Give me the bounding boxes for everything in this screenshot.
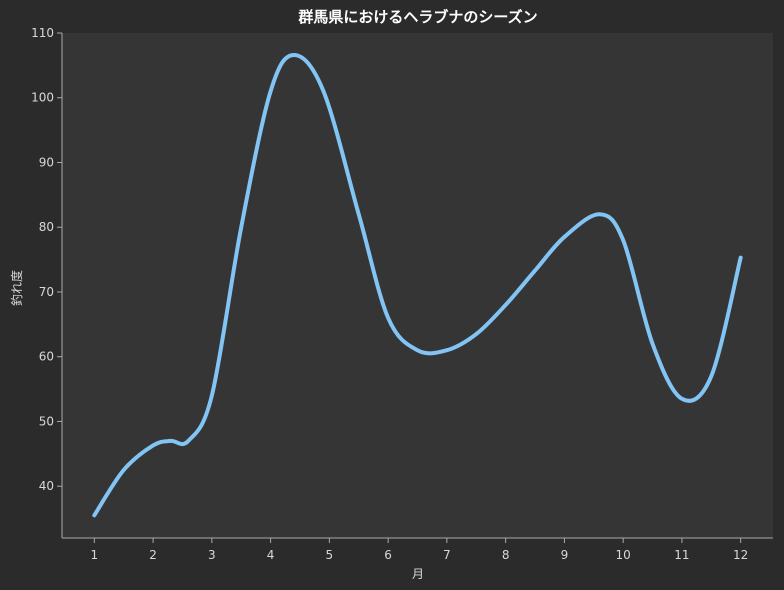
- y-tick-label: 80: [39, 220, 54, 234]
- y-axis-label: 釣れ度: [9, 270, 24, 306]
- series-line: [92, 53, 743, 518]
- x-tick-label: 3: [208, 548, 216, 562]
- y-tick-label: 100: [31, 91, 54, 105]
- x-tick-label: 8: [502, 548, 510, 562]
- chart-title: 群馬県におけるヘラブナのシーズン: [298, 8, 537, 26]
- y-tick-label: 90: [39, 155, 54, 169]
- y-tick-label: 60: [39, 350, 54, 364]
- x-tick-label: 2: [149, 548, 157, 562]
- y-tick-label: 40: [39, 479, 54, 493]
- y-tick-label: 110: [31, 26, 54, 40]
- x-tick-label: 9: [561, 548, 569, 562]
- x-tick-label: 12: [733, 548, 748, 562]
- x-tick-label: 6: [384, 548, 392, 562]
- y-axis-ticks: 40 50 60 70 80 90 100 110: [31, 26, 62, 493]
- plot-area: [62, 33, 773, 538]
- y-tick-label: 70: [39, 285, 54, 299]
- x-tick-label: 7: [443, 548, 451, 562]
- x-tick-label: 11: [674, 548, 689, 562]
- x-tick-label: 5: [326, 548, 334, 562]
- x-axis-ticks: 1 2 3 4 5 6 7 8 9 10 11 12: [90, 538, 748, 562]
- x-tick-label: 4: [267, 548, 275, 562]
- x-axis-label: 月: [412, 567, 424, 581]
- x-tick-label: 1: [90, 548, 98, 562]
- y-tick-label: 50: [39, 414, 54, 428]
- x-tick-label: 10: [616, 548, 631, 562]
